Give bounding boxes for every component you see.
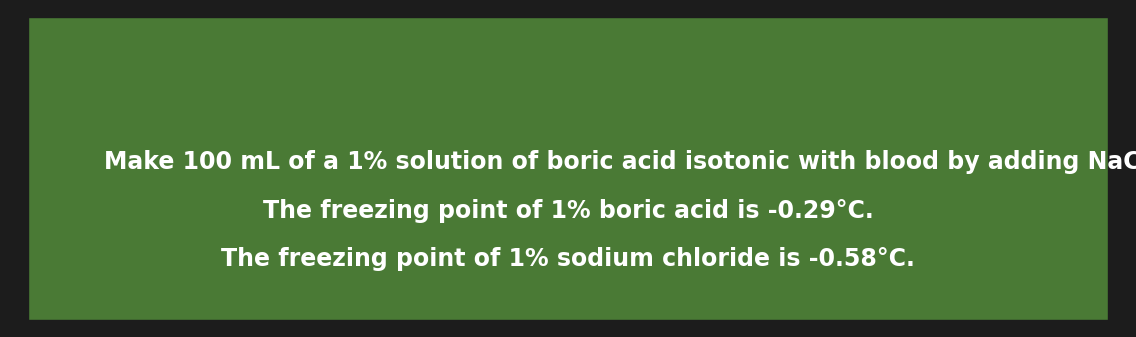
Text: Make 100 mL of a 1% solution of boric acid isotonic with blood by adding NaCl.: Make 100 mL of a 1% solution of boric ac… (105, 150, 1136, 175)
Text: The freezing point of 1% boric acid is -0.29°C.: The freezing point of 1% boric acid is -… (262, 199, 874, 223)
Text: The freezing point of 1% sodium chloride is -0.58°C.: The freezing point of 1% sodium chloride… (222, 247, 914, 272)
